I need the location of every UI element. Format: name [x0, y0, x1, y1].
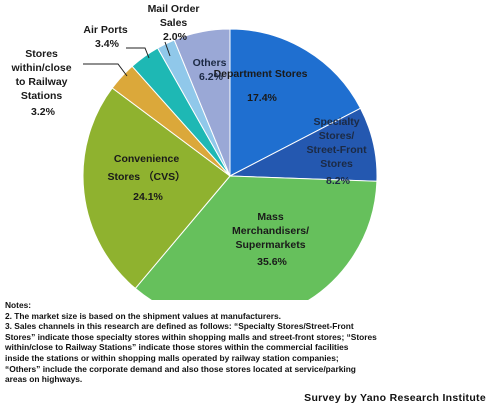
label-specialty-stores: Specialty Stores/ Street-Front Stores 8.… [306, 116, 369, 187]
notes-section: Notes: 2. The market size is based on th… [5, 300, 491, 385]
note-3-line: 3. Sales channels in this research are d… [5, 321, 354, 332]
notes-heading: Notes: [5, 300, 32, 310]
note-3-line: areas on highways. [5, 374, 83, 385]
label-mass-merchandisers-value: 35.6% [257, 256, 287, 268]
label-air-ports: Air Ports 3.4% [83, 24, 130, 50]
note-3-line: “Others” include the corporate demand an… [5, 363, 356, 374]
label-air-ports-value: 3.4% [95, 38, 120, 50]
leader-line-mail-order [164, 41, 171, 57]
label-others: Others 6.2% [193, 57, 230, 83]
label-air-ports-name: Air Ports [83, 24, 128, 36]
pie-slice-others [173, 28, 231, 177]
source-credit: Survey by Yano Research Institute [304, 392, 486, 404]
pie-slice-convenience-stores-cvs [82, 87, 231, 290]
label-mail-order-sales-value: 2.0% [163, 31, 188, 43]
label-department-stores: Department Stores 17.4% [214, 68, 311, 104]
note-3-line: Stores” indicate those specialty stores … [5, 331, 377, 342]
label-department-stores-value: 17.4% [247, 92, 277, 104]
label-mass-merchandisers: Mass Merchandisers/ Supermarkets 35.6% [232, 211, 312, 268]
label-specialty-stores-value: 8.2% [326, 175, 351, 187]
note-2: 2. The market size is based on the shipm… [5, 310, 282, 321]
note-3-line: inside the stations or within shopping m… [5, 352, 339, 363]
leader-line-railway [83, 63, 128, 77]
label-railway-stations-value: 3.2% [31, 106, 56, 118]
label-mail-order-sales: Mail Order Sales 2.0% [148, 3, 203, 43]
label-convenience-stores: Convenience Stores （CVS） 24.1% [107, 153, 188, 203]
note-3-line: within/close to Railway Stations” indica… [5, 342, 349, 353]
label-others-value: 6.2% [199, 71, 224, 83]
pie-slice-department-stores [229, 28, 362, 177]
pie-chart: Department Stores 17.4% Specialty Stores… [10, 3, 378, 300]
leader-line-airports [126, 47, 150, 59]
label-others-name: Others [193, 57, 227, 69]
label-railway-stations: Stores within/close to Railway Stations … [10, 48, 74, 118]
label-convenience-stores-value: 24.1% [133, 191, 163, 203]
label-department-stores-name: Department Stores [214, 68, 308, 80]
pie-slice-mass-merchandisers-supermarkets [134, 175, 378, 300]
